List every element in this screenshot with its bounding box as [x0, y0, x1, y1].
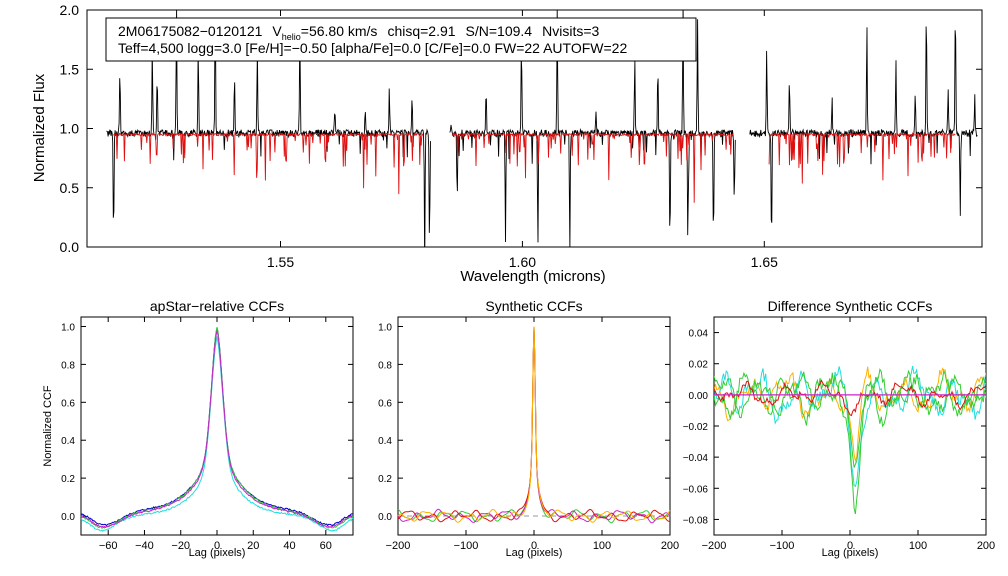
y-tick-label: 1.0	[378, 322, 392, 333]
apstar-ccf-frame	[80, 316, 354, 536]
synthetic-ccf-line	[397, 326, 671, 524]
spectrum-clip-group	[106, 10, 978, 247]
y-tick-label: 0.5	[60, 180, 80, 196]
difference-clip-group	[714, 365, 986, 515]
y-tick-label: 2.0	[60, 2, 80, 18]
difference-ccf-line	[714, 368, 986, 468]
y-tick-label: 1.0	[61, 322, 75, 333]
x-tick-label: 0	[531, 540, 537, 552]
y-tick-label: 0.2	[378, 474, 392, 485]
apstar-ccf-xlabel: Lag (pixels)	[189, 547, 246, 559]
x-tick-label: −100	[454, 540, 479, 552]
y-tick-label: 0.04	[689, 329, 709, 340]
difference-ccf-line	[714, 365, 986, 488]
x-tick-label: −200	[702, 540, 727, 552]
spectrum-ylabel: Normalized Flux	[31, 73, 48, 182]
x-tick-label: −60	[99, 540, 118, 552]
x-tick-label: 1.60	[509, 254, 536, 270]
difference-ccf-xlabel: Lag (pixels)	[822, 547, 879, 559]
y-tick-label: −0.02	[683, 422, 709, 433]
spectrum-xlabel: Wavelength (microns)	[460, 268, 605, 285]
synthetic-ccf-frame	[397, 316, 671, 536]
x-tick-label: 20	[247, 540, 259, 552]
y-tick-label: −0.08	[683, 515, 709, 526]
x-tick-label: 0	[214, 540, 220, 552]
x-tick-label: −100	[770, 540, 795, 552]
difference-ccf-axes: −200 −100 0 100 200 −0.08 −0.06 −0.04 −0.02 0.00 0…	[683, 317, 995, 552]
observed-spectrum-segment	[749, 26, 978, 223]
spectrum-axes: 1.55 1.60 1.65 0.0 0.5 1.0 1.5 2.0	[60, 2, 982, 270]
x-tick-label: −40	[135, 540, 154, 552]
synthetic-ccf-line	[397, 326, 671, 524]
y-tick-label: 1.0	[60, 121, 80, 137]
y-tick-label: 0.4	[61, 436, 75, 447]
model-spectrum-segment	[452, 131, 734, 203]
x-tick-label: 200	[661, 540, 679, 552]
y-tick-label: 1.5	[60, 61, 80, 77]
y-tick-label: 0.6	[378, 398, 392, 409]
difference-ccf-title: Difference Synthetic CCFs	[768, 298, 933, 314]
x-tick-label: 60	[320, 540, 332, 552]
apstar-ccf-line	[80, 327, 354, 529]
info-line-2: Teff=4,500 logg=3.0 [Fe/H]=−0.50 [alpha/…	[118, 40, 627, 56]
apstar-ccf-ylabel: Normalized CCF	[42, 385, 54, 467]
x-tick-label: 1.65	[751, 254, 778, 270]
difference-ccf-series	[714, 365, 986, 515]
model-spectrum-segment	[768, 131, 956, 184]
y-tick-label: −0.04	[683, 453, 709, 464]
x-tick-label: 100	[593, 540, 611, 552]
y-tick-label: −0.06	[683, 484, 709, 495]
x-tick-label: 40	[283, 540, 295, 552]
difference-ccf-line	[714, 366, 986, 463]
difference-ccf-line	[714, 379, 986, 417]
y-tick-label: 0.0	[60, 239, 80, 255]
observed-spectrum-segment	[449, 10, 736, 247]
ccf-panel-title: apStar−relative CCFs	[150, 298, 284, 314]
spectrum-series	[106, 10, 978, 247]
y-tick-label: 0.4	[378, 436, 392, 447]
x-tick-label: 1.55	[267, 254, 294, 270]
y-tick-label: 0.0	[378, 512, 392, 523]
apstar-ccf-series	[80, 327, 354, 532]
x-tick-label: −20	[171, 540, 190, 552]
apstar-ccf-line	[80, 336, 354, 532]
synthetic-ccf-axes: −200 −100 0 100 200 0.0 0.2 0.4 0.6 0.8 1.0	[378, 317, 679, 552]
difference-ccf-line	[714, 369, 986, 515]
synthetic-ccf-line	[397, 326, 671, 523]
y-tick-label: 0.2	[61, 474, 75, 485]
synthetic-ccf-series	[397, 326, 671, 524]
info-line-1: 2M06175082−0120121 Vhelio=56.80 km/s chisq…	[118, 23, 600, 42]
y-tick-label: 0.02	[689, 360, 709, 371]
info-box	[105, 17, 697, 62]
y-tick-label: 0.8	[378, 360, 392, 371]
y-tick-label: 0.00	[689, 391, 709, 402]
x-tick-label: 0	[847, 540, 853, 552]
model-spectrum-segment	[113, 131, 424, 195]
x-tick-label: −200	[386, 540, 411, 552]
synthetic-ccf-title: Synthetic CCFs	[485, 298, 582, 314]
synthetic-ccf-line	[397, 326, 671, 523]
x-tick-label: 100	[909, 540, 927, 552]
apstar-ccf-line	[80, 330, 353, 529]
synthetic-ccf-xlabel: Lag (pixels)	[506, 547, 563, 559]
apstar-ccf-line	[80, 327, 353, 527]
y-tick-label: 0.6	[61, 398, 75, 409]
y-tick-label: 0.8	[61, 360, 75, 371]
x-tick-label: 200	[977, 540, 995, 552]
y-tick-label: 0.0	[61, 512, 75, 523]
